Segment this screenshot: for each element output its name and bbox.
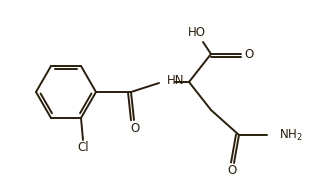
Text: HN: HN (167, 74, 185, 88)
Text: O: O (244, 47, 254, 60)
Text: NH$_2$: NH$_2$ (279, 127, 303, 143)
Text: HO: HO (188, 26, 206, 39)
Text: Cl: Cl (77, 142, 89, 154)
Text: O: O (227, 164, 237, 177)
Text: O: O (130, 122, 140, 135)
